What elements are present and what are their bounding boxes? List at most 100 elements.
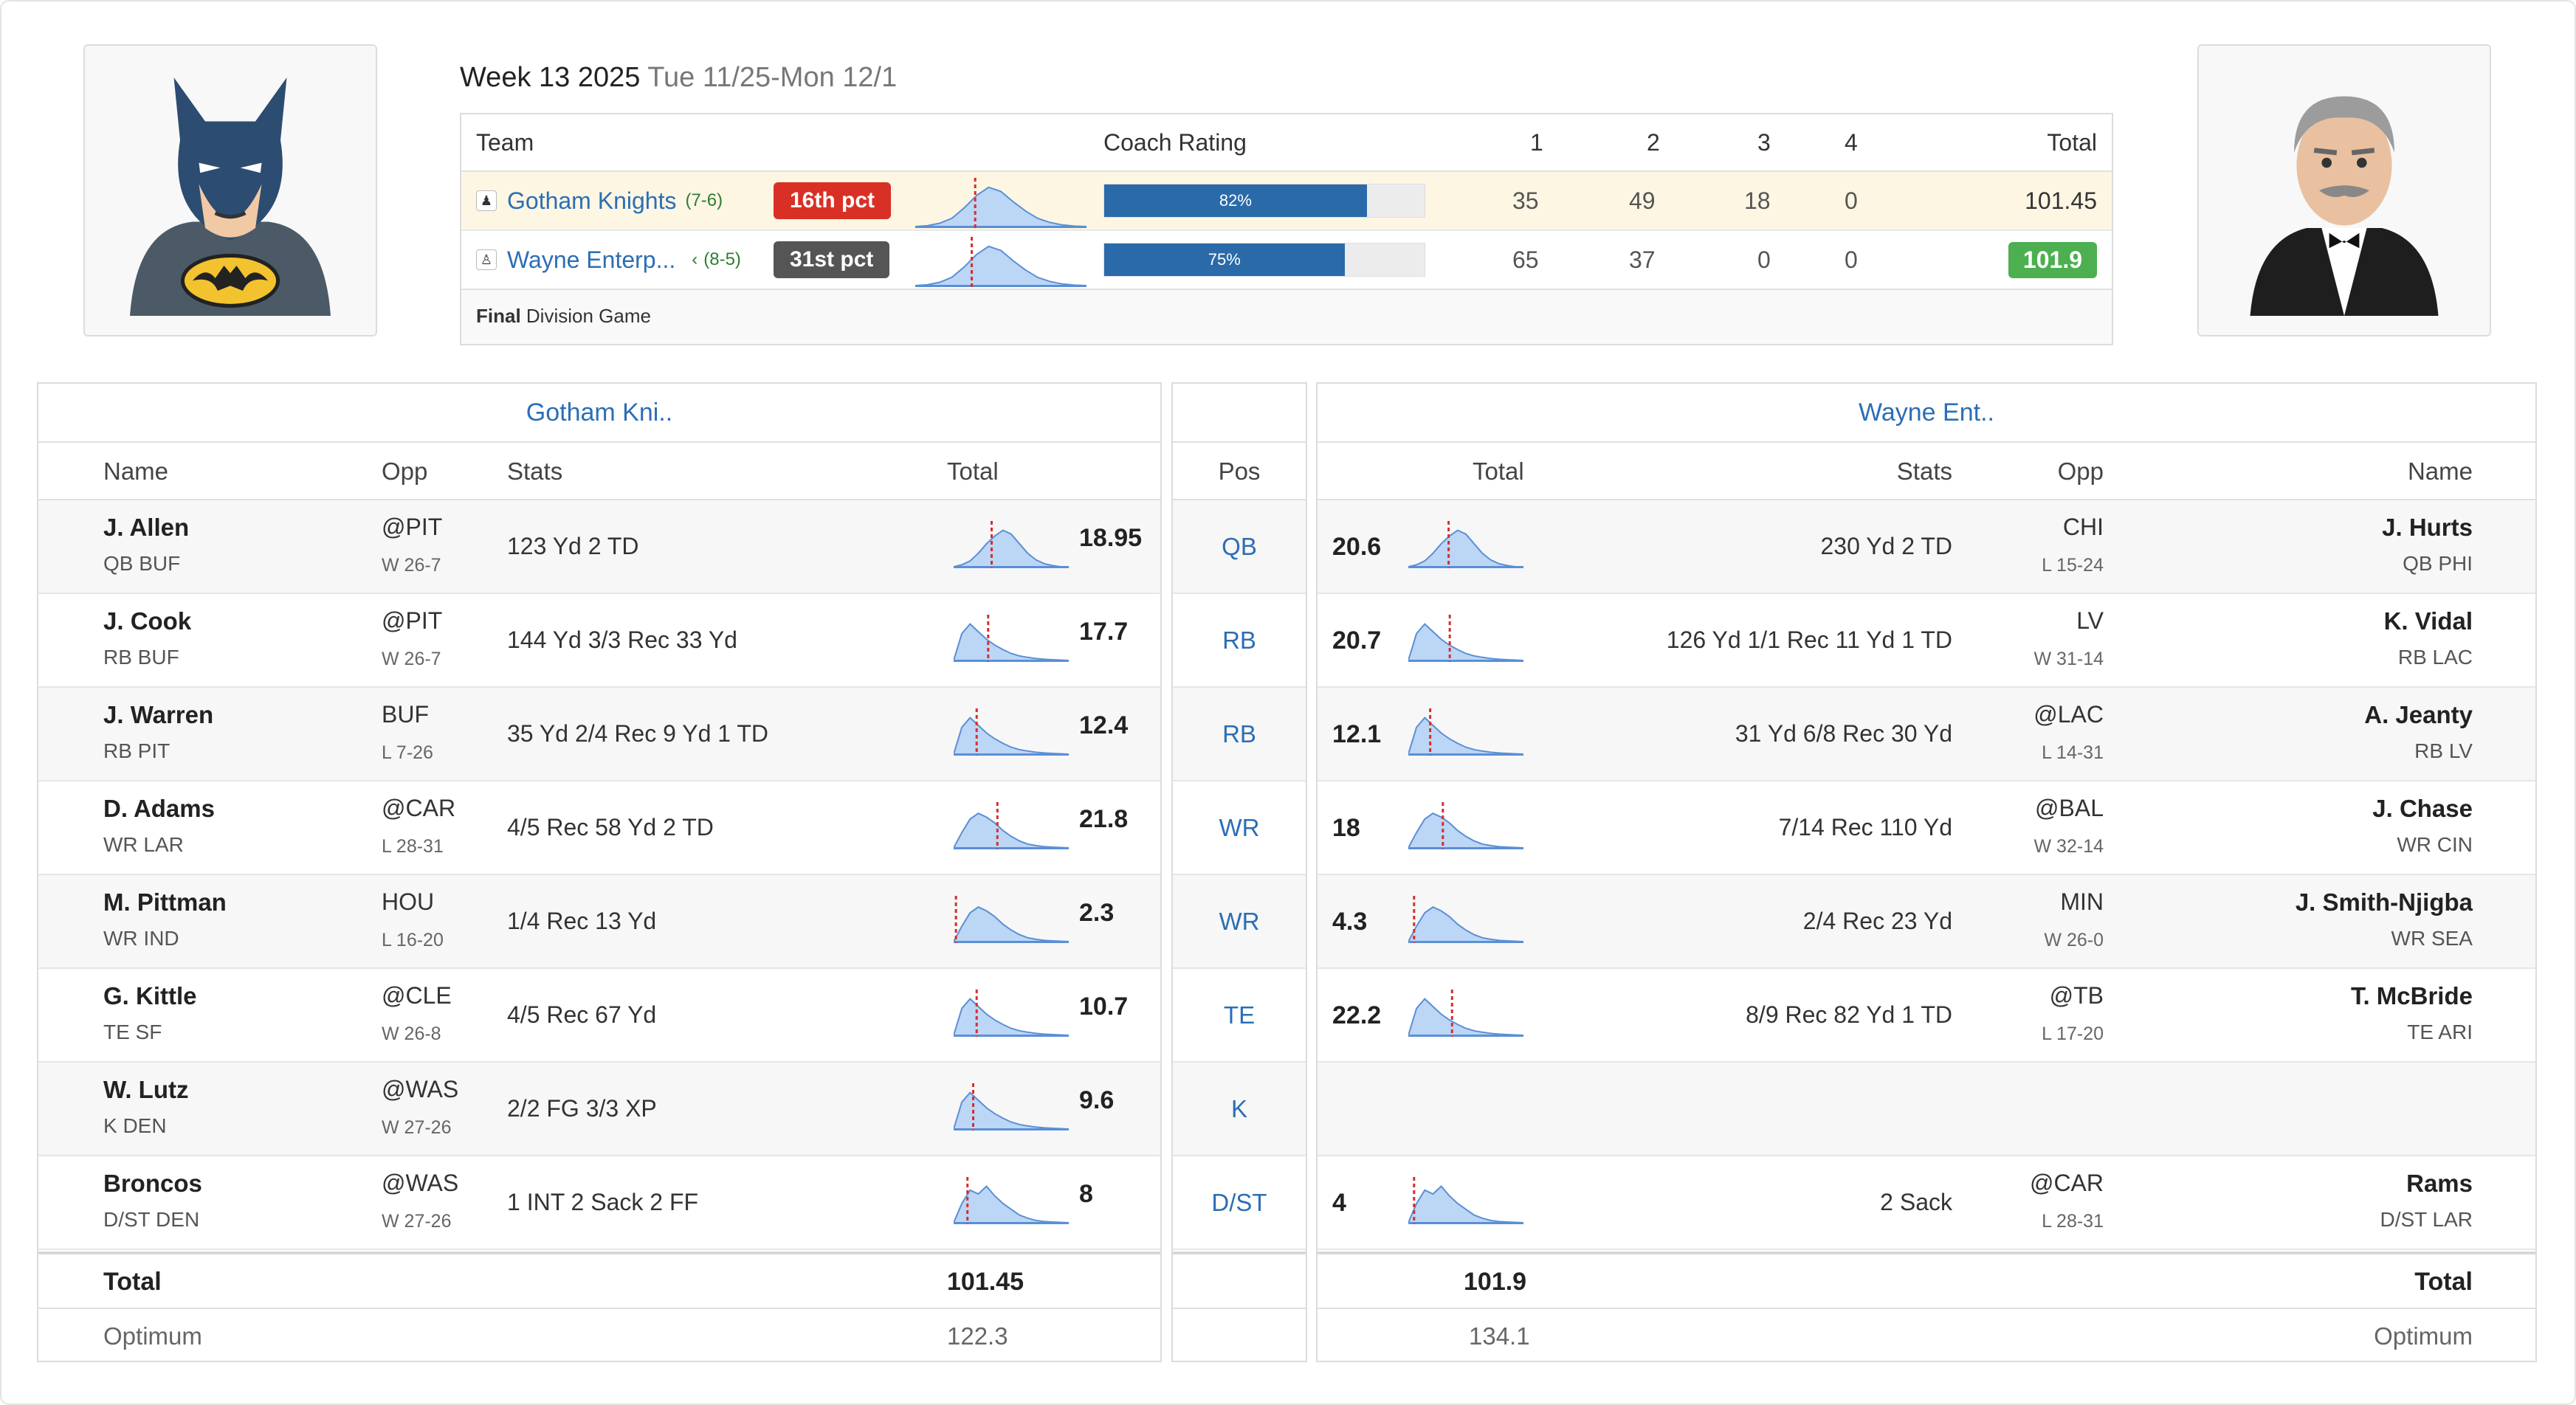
player-points-distribution [1408, 1177, 1523, 1224]
left-optimum-value: 122.3 [947, 1322, 1008, 1350]
player-name[interactable]: J. Allen [103, 514, 190, 541]
position-label[interactable]: QB [1222, 533, 1257, 560]
position-label[interactable]: RB [1222, 720, 1256, 748]
right-team-title[interactable]: Wayne Ent.. [1318, 384, 2535, 443]
team1-link[interactable]: Gotham Knights [507, 187, 677, 214]
game-result: W 32-14 [2033, 836, 2104, 857]
player-position-team: RB LAC [2397, 646, 2473, 669]
right-player-row[interactable]: 18 7/14 Rec 110 Yd @BAL W 32-14 J. Chase… [1318, 781, 2535, 875]
player-position-team: TE SF [103, 1021, 162, 1043]
left-total-value: 101.45 [947, 1268, 1024, 1296]
team2-link[interactable]: Wayne Enterp... [507, 246, 676, 273]
batman-avatar[interactable] [83, 44, 377, 336]
position-row: RB [1173, 594, 1306, 688]
player-opponent: @CAR [382, 795, 456, 821]
player-name[interactable]: K. Vidal [2383, 607, 2473, 635]
left-player-row[interactable]: Broncos D/ST DEN @WAS W 27-26 1 INT 2 Sa… [38, 1156, 1160, 1250]
player-opponent: @TB [2049, 982, 2104, 1009]
player-name[interactable]: W. Lutz [103, 1076, 189, 1103]
player-name[interactable]: J. Hurts [2382, 514, 2473, 541]
player-name[interactable]: J. Smith-Njigba [2295, 888, 2473, 916]
col-q3: 3 [1757, 128, 1771, 156]
matchup-row-team1[interactable]: ♟ Gotham Knights (7-6) 16th pct 82% 35 4… [461, 172, 2112, 231]
player-name[interactable]: J. Chase [2372, 795, 2473, 822]
position-label[interactable]: WR [1219, 908, 1260, 935]
game-type: Division Game [526, 305, 651, 327]
distribution-area [1408, 998, 1523, 1036]
right-col-opp: Opp [2057, 458, 2104, 485]
team2-q2: 37 [1629, 246, 1656, 273]
player-name[interactable]: G. Kittle [103, 982, 197, 1009]
player-position-team: RB LV [2414, 739, 2473, 762]
player-points: 8 [1079, 1180, 1093, 1208]
player-stats: 2/4 Rec 23 Yd [1802, 908, 1952, 934]
team1-coach-fill: 82% [1104, 184, 1367, 217]
empty-slot-row [1318, 1063, 2535, 1156]
left-col-opp: Opp [382, 458, 428, 485]
game-result: L 14-31 [2042, 742, 2104, 763]
game-result: W 31-14 [2033, 649, 2104, 669]
player-name[interactable]: T. McBride [2350, 982, 2473, 1009]
player-points: 21.8 [1079, 805, 1129, 833]
distribution-area [1408, 812, 1523, 849]
left-player-row[interactable]: G. Kittle TE SF @CLE W 26-8 4/5 Rec 67 Y… [38, 969, 1160, 1063]
team1-q1: 35 [1512, 187, 1539, 214]
player-name[interactable]: J. Cook [103, 607, 192, 635]
player-stats: 230 Yd 2 TD [1820, 533, 1953, 559]
player-points-distribution [954, 802, 1069, 849]
left-player-row[interactable]: J. Cook RB BUF @PIT W 26-7 144 Yd 3/3 Re… [38, 594, 1160, 688]
left-player-row[interactable]: J. Allen QB BUF @PIT W 26-7 123 Yd 2 TD … [38, 500, 1160, 594]
game-result: W 26-7 [382, 555, 441, 576]
right-player-row[interactable]: 4 2 Sack @CAR L 28-31 Rams D/ST LAR [1318, 1156, 2535, 1250]
player-name[interactable]: A. Jeanty [2364, 701, 2473, 728]
left-player-row[interactable]: D. Adams WR LAR @CAR L 28-31 4/5 Rec 58 … [38, 781, 1160, 875]
player-stats: 1 INT 2 Sack 2 FF [507, 1189, 699, 1215]
right-player-row[interactable]: 20.7 126 Yd 1/1 Rec 11 Yd 1 TD LV W 31-1… [1318, 594, 2535, 688]
left-player-row[interactable]: M. Pittman WR IND HOU L 16-20 1/4 Rec 13… [38, 875, 1160, 969]
position-label[interactable]: RB [1222, 626, 1256, 654]
player-points: 12.4 [1079, 711, 1129, 739]
right-optimum-value: 134.1 [1469, 1322, 1530, 1350]
left-player-row[interactable]: W. Lutz K DEN @WAS W 27-26 2/2 FG 3/3 XP… [38, 1063, 1160, 1156]
week-dates: Tue 11/25-Mon 12/1 [647, 62, 898, 93]
team1-coach-cell: 82% [1103, 172, 1425, 229]
team1-distribution-chart [915, 178, 1086, 228]
distribution-area [954, 812, 1069, 849]
player-points-distribution [954, 1083, 1069, 1130]
player-opponent: MIN [2060, 888, 2104, 915]
player-points-distribution [954, 521, 1069, 568]
right-optimum-label: Optimum [2374, 1322, 2473, 1350]
position-label[interactable]: D/ST [1211, 1189, 1267, 1216]
player-name[interactable]: J. Warren [103, 701, 214, 728]
player-points-distribution [1408, 990, 1523, 1037]
player-name[interactable]: D. Adams [103, 795, 215, 822]
left-col-name: Name [103, 458, 169, 485]
position-header: Pos [1173, 443, 1306, 500]
player-name[interactable]: Rams [2406, 1170, 2473, 1197]
position-total-spacer [1173, 1252, 1306, 1309]
position-label[interactable]: K [1230, 1095, 1247, 1122]
right-player-row[interactable]: 22.2 8/9 Rec 82 Yd 1 TD @TB L 17-20 T. M… [1318, 969, 2535, 1063]
game-result: W 26-8 [382, 1023, 441, 1044]
matchup-row-team2[interactable]: ♙ Wayne Enterp... ‹ (8-5) 31st pct 75% 6… [461, 231, 2112, 290]
right-player-row[interactable]: 4.3 2/4 Rec 23 Yd MIN W 26-0 J. Smith-Nj… [1318, 875, 2535, 969]
position-row: WR [1173, 781, 1306, 875]
player-points: 20.7 [1332, 626, 1382, 655]
distribution-area [954, 998, 1069, 1036]
player-name[interactable]: M. Pittman [103, 888, 227, 916]
left-team-title[interactable]: Gotham Kni.. [38, 384, 1160, 443]
butler-avatar[interactable] [2197, 44, 2491, 336]
player-points: 22.2 [1332, 1001, 1382, 1029]
position-label[interactable]: WR [1219, 814, 1260, 841]
player-points-distribution [954, 990, 1069, 1037]
team1-name-cell: ♟ Gotham Knights (7-6) [476, 172, 723, 229]
left-player-row[interactable]: J. Warren RB PIT BUF L 7-26 35 Yd 2/4 Re… [38, 688, 1160, 781]
col-coach-rating: Coach Rating [1103, 128, 1247, 156]
player-name[interactable]: Broncos [103, 1170, 202, 1197]
right-player-row[interactable]: 20.6 230 Yd 2 TD CHI L 15-24 J. Hurts QB… [1318, 500, 2535, 594]
player-position-team: TE ARI [2407, 1021, 2473, 1043]
player-stats: 4/5 Rec 67 Yd [507, 1001, 657, 1028]
position-label[interactable]: TE [1223, 1001, 1256, 1029]
right-player-row[interactable]: 12.1 31 Yd 6/8 Rec 30 Yd @LAC L 14-31 A.… [1318, 688, 2535, 781]
player-stats: 144 Yd 3/3 Rec 33 Yd [507, 626, 737, 653]
